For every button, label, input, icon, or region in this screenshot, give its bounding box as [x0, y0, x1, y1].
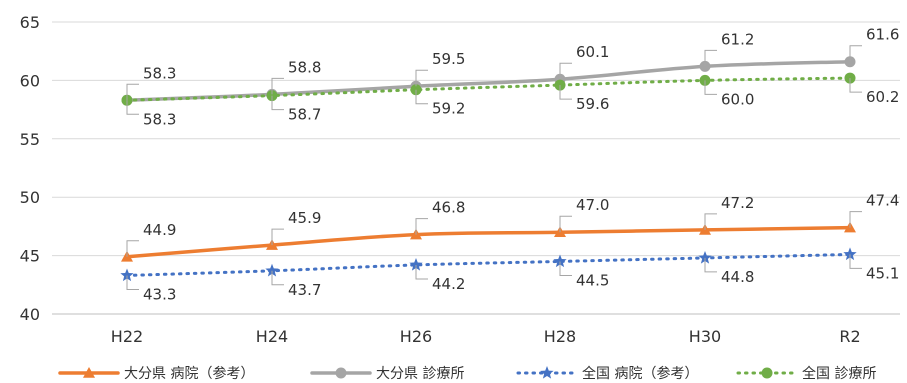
oita-hospital-data-label: 46.8	[432, 199, 465, 217]
national-clinic-data-label: 60.2	[866, 88, 899, 106]
oita-hospital-data-label: 47.4	[866, 192, 899, 210]
oita-clinic-data-label: 61.6	[866, 26, 899, 44]
x-tick-label: R2	[839, 327, 860, 346]
oita-clinic-label-connector	[271, 77, 284, 95]
oita-clinic-data-label: 59.5	[432, 50, 465, 68]
national-clinic-line	[125, 76, 852, 102]
oita-hospital-label-connector	[559, 215, 572, 233]
oita-clinic-data-label: 60.1	[576, 43, 609, 61]
national-hospital-data-label: 43.3	[143, 285, 176, 303]
oita-clinic-marker	[844, 56, 856, 68]
data-labels: 44.9 45.9 46.8 47.0 47.2 47.4 58.3 58.8 59.5 60.1…	[126, 26, 899, 303]
national-hospital-line	[125, 252, 852, 277]
national-hospital-label-connector	[559, 261, 572, 276]
legend-marker-oita-clinic	[335, 367, 347, 379]
oita-hospital-data-label: 47.2	[721, 194, 754, 212]
national-hospital-marker	[553, 254, 567, 268]
x-tick-label: H30	[689, 327, 721, 346]
y-tick-label: 55	[20, 130, 40, 149]
legend-label-national-clinic: 全国 診療所	[802, 365, 876, 382]
oita-hospital-line	[125, 225, 852, 259]
national-hospital-data-label: 45.1	[866, 264, 899, 282]
grid-lines	[52, 21, 900, 315]
x-tick-label: H24	[256, 327, 288, 346]
y-tick-label: 45	[20, 247, 40, 266]
legend-marker-national-hospital	[540, 366, 554, 379]
legend-label-oita-hospital: 大分県 病院（参考）	[124, 365, 254, 382]
national-clinic-label-connector	[559, 85, 572, 100]
legend-label-oita-clinic: 大分県 診療所	[376, 365, 464, 382]
national-clinic-label-connector	[415, 89, 428, 105]
x-tick-label: H26	[400, 327, 432, 346]
oita-hospital-label-connector	[126, 240, 139, 257]
oita-clinic-label-connector	[849, 45, 862, 62]
oita-hospital-label-connector	[271, 228, 284, 246]
y-tick-label: 50	[20, 188, 40, 207]
national-clinic-label-connector	[704, 80, 717, 95]
national-hospital-marker	[698, 250, 712, 264]
legend-marker-national-clinic	[761, 367, 773, 379]
oita-hospital-data-label: 45.9	[288, 209, 321, 227]
national-hospital-marker	[265, 263, 279, 277]
y-tick-label: 60	[20, 71, 40, 90]
legend-marker-oita-hospital	[83, 367, 95, 378]
national-clinic-data-label: 60.0	[721, 90, 754, 108]
national-clinic-label-connector	[126, 100, 139, 115]
national-clinic-data-label: 58.3	[143, 110, 176, 128]
oita-clinic-data-label: 58.8	[288, 58, 321, 76]
national-hospital-marker	[120, 268, 134, 282]
oita-clinic-label-connector	[126, 83, 139, 101]
national-hospital-label-connector	[271, 270, 284, 286]
national-hospital-data-label: 44.8	[721, 268, 754, 286]
legend: 大分県 病院（参考） 大分県 診療所 全国 病院（参考） 全国 診療所	[58, 365, 876, 382]
national-clinic-label-connector	[271, 95, 284, 111]
national-clinic-label-connector	[849, 78, 862, 93]
y-tick-label: 65	[20, 13, 40, 32]
national-clinic-data-label: 58.7	[288, 106, 321, 124]
oita-hospital-label-connector	[849, 211, 862, 228]
y-axis: 40 45 50 55 60 65	[20, 13, 40, 324]
oita-hospital-data-label: 44.9	[143, 221, 176, 239]
x-tick-label: H22	[111, 327, 143, 346]
national-hospital-data-label: 44.5	[576, 271, 609, 289]
national-hospital-marker	[409, 257, 423, 271]
oita-clinic-label-connector	[415, 69, 428, 87]
national-hospital-label-connector	[704, 257, 717, 273]
national-hospital-data-label: 43.7	[288, 281, 321, 299]
national-hospital-label-connector	[126, 275, 139, 290]
y-tick-label: 40	[20, 305, 40, 324]
oita-hospital-data-label: 47.0	[576, 196, 609, 214]
series-layer	[120, 56, 857, 282]
oita-hospital-label-connector	[415, 218, 428, 235]
x-tick-label: H28	[544, 327, 576, 346]
oita-clinic-label-connector	[704, 49, 717, 67]
national-hospital-label-connector	[849, 254, 862, 269]
oita-clinic-data-label: 61.2	[721, 30, 754, 48]
oita-clinic-data-label: 58.3	[143, 64, 176, 82]
national-hospital-data-label: 44.2	[432, 275, 465, 293]
x-axis: H22 H24 H26 H28 H30 R2	[111, 327, 861, 346]
oita-clinic-label-connector	[559, 62, 572, 80]
national-hospital-marker	[843, 247, 857, 261]
national-hospital-label-connector	[415, 264, 428, 280]
national-clinic-data-label: 59.6	[576, 95, 609, 113]
oita-hospital-label-connector	[704, 213, 717, 230]
national-clinic-data-label: 59.2	[432, 100, 465, 118]
legend-label-national-hospital: 全国 病院（参考）	[582, 365, 698, 382]
